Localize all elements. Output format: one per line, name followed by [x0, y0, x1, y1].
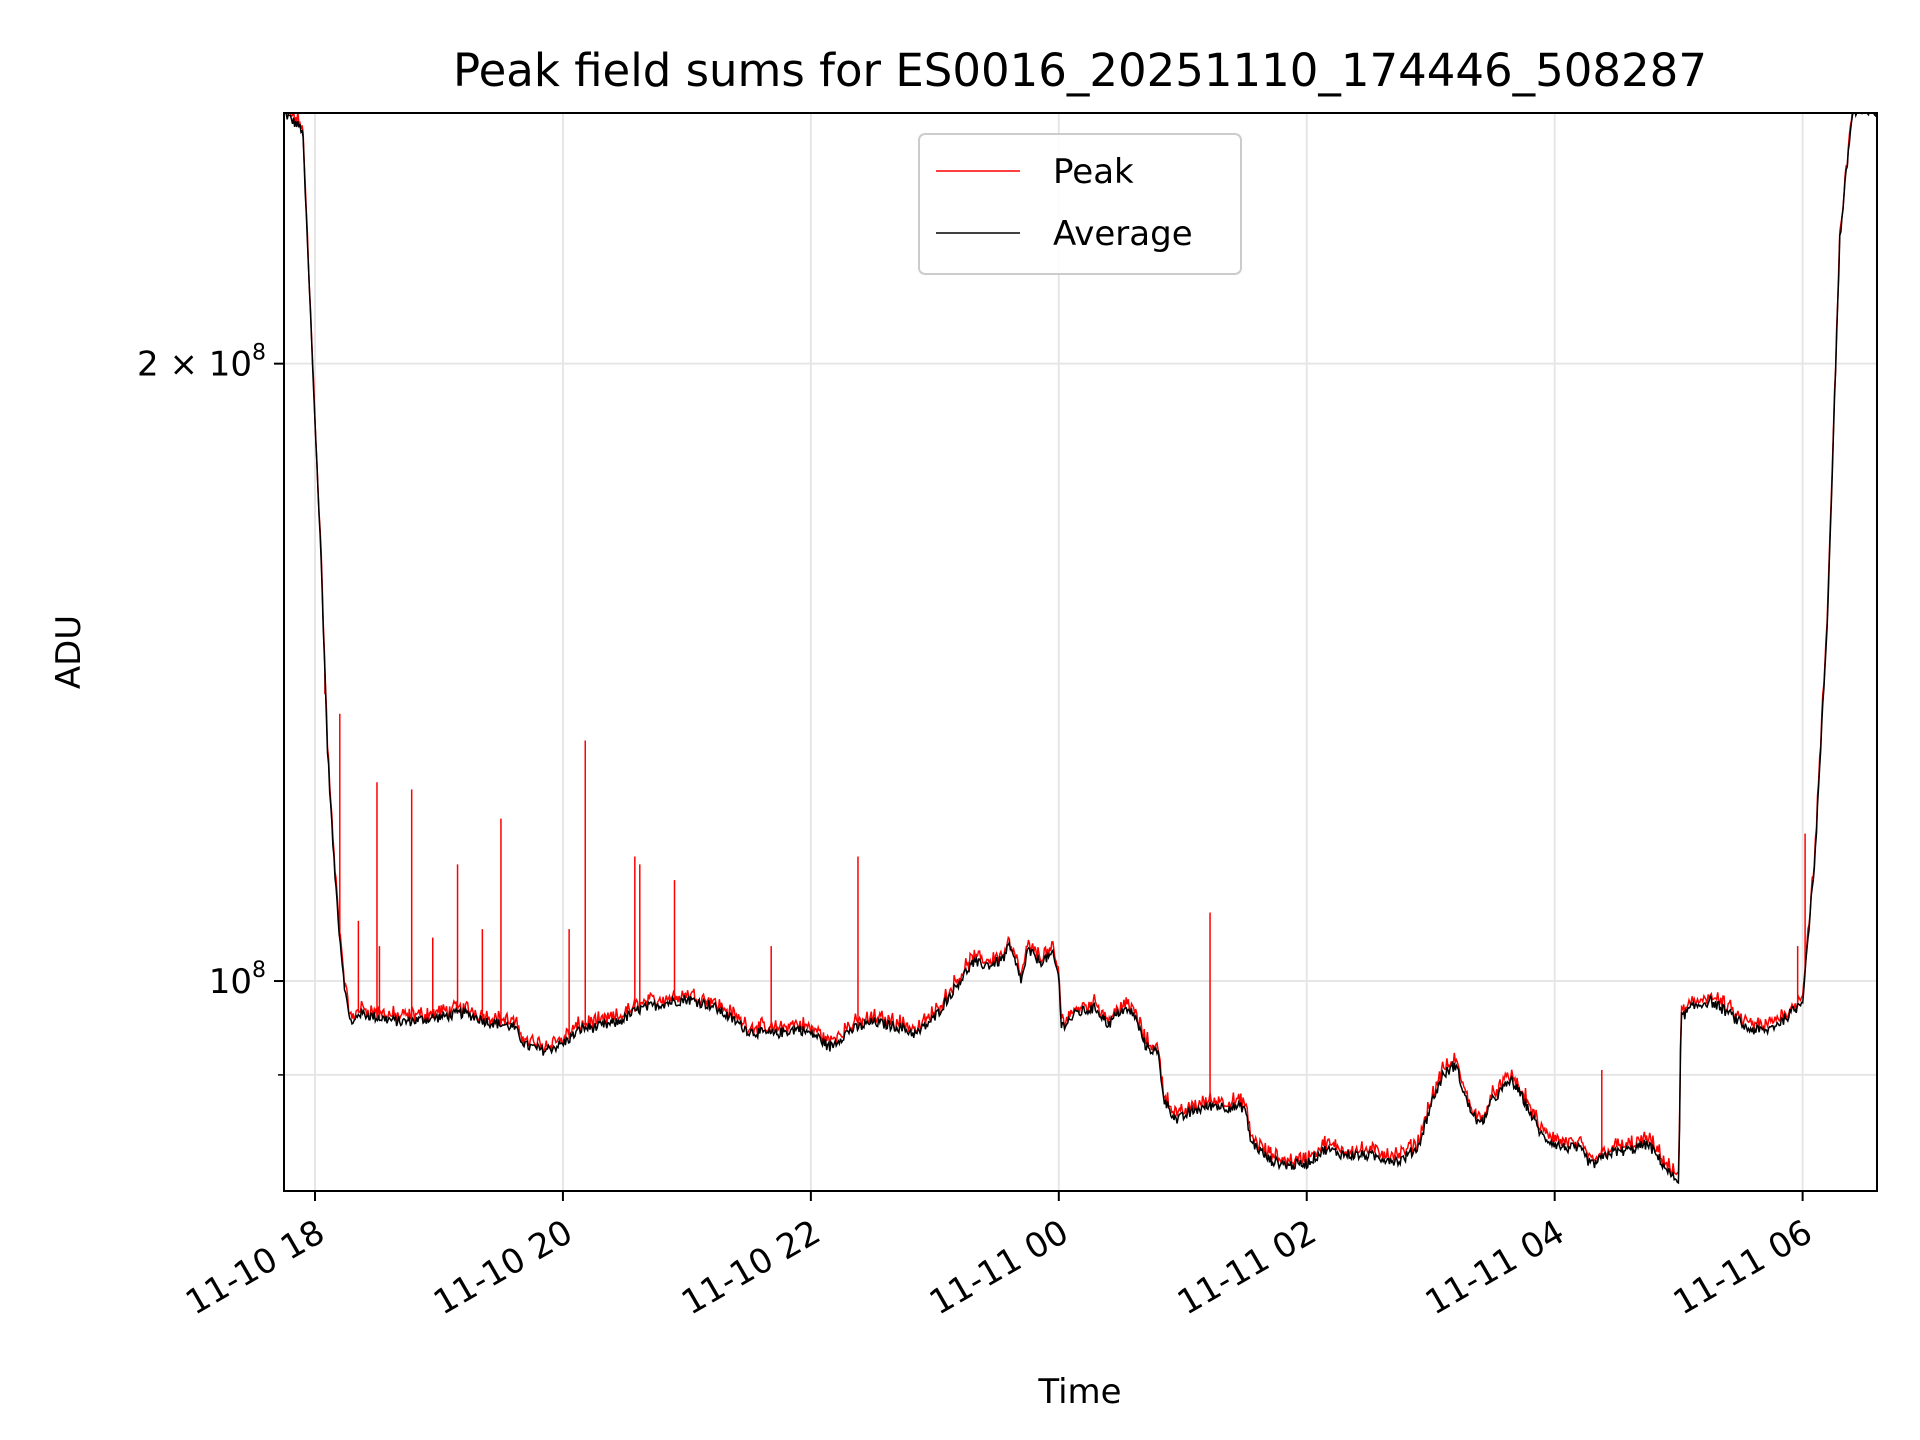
series-line-average: [284, 113, 1877, 1185]
x-tick-label: 11-11 06: [1667, 1212, 1819, 1323]
legend: Peak Average: [918, 133, 1242, 275]
x-axis: 11-10 18 11-10 20 11-10 22 11-11 00 11-11 02…: [179, 1191, 1819, 1323]
x-tick-label: 11-11 00: [923, 1212, 1075, 1323]
grid-layer: [284, 113, 1877, 1191]
y-tick-label: 108: [209, 958, 266, 1002]
x-tick-label: 11-11 02: [1171, 1212, 1323, 1323]
x-tick-label: 11-10 20: [427, 1212, 579, 1323]
x-tick-label: 11-11 04: [1419, 1212, 1571, 1323]
y-tick-label: 2 × 108: [137, 341, 266, 385]
legend-peak-label: Peak: [1053, 152, 1134, 192]
chart-title: Peak field sums for ES0016_20251110_1744…: [453, 44, 1707, 97]
series-layer: [284, 113, 1877, 1185]
y-axis: 108 2 × 108: [137, 341, 284, 1076]
x-tick-label: 11-10 22: [675, 1212, 827, 1323]
legend-box: [918, 133, 1242, 275]
y-axis-label: ADU: [49, 615, 89, 689]
x-axis-label: Time: [1037, 1372, 1121, 1412]
plot-frame: [283, 112, 1878, 1192]
x-tick-label: 11-10 18: [179, 1212, 331, 1323]
plot-background: [284, 113, 1877, 1191]
legend-average-label: Average: [1053, 214, 1193, 254]
